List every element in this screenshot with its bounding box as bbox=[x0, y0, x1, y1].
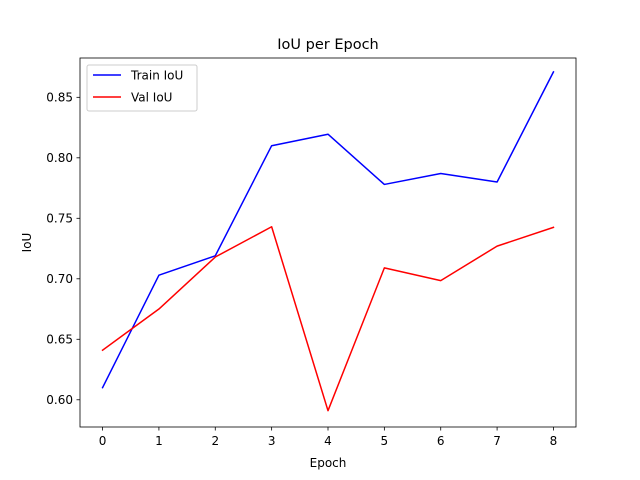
y-tick-label: 0.75 bbox=[46, 212, 73, 226]
x-tick-label: 4 bbox=[324, 434, 332, 448]
x-tick-label: 8 bbox=[550, 434, 558, 448]
x-tick-label: 3 bbox=[268, 434, 276, 448]
legend-label: Val IoU bbox=[131, 90, 172, 104]
y-axis-label: IoU bbox=[20, 233, 34, 253]
x-tick-label: 5 bbox=[381, 434, 389, 448]
plot-area bbox=[80, 58, 576, 427]
legend: Train IoU Val IoU bbox=[86, 64, 198, 112]
x-tick-label: 7 bbox=[493, 434, 501, 448]
x-axis-ticks: 0 1 2 3 4 5 6 7 8 bbox=[99, 427, 558, 448]
legend-box bbox=[86, 64, 198, 112]
chart-title: IoU per Epoch bbox=[277, 37, 378, 53]
y-tick-label: 0.60 bbox=[46, 393, 73, 407]
plot-frame bbox=[79, 57, 577, 428]
x-tick-label: 0 bbox=[99, 434, 107, 448]
y-tick-label: 0.65 bbox=[46, 333, 73, 347]
x-tick-label: 2 bbox=[211, 434, 219, 448]
x-tick-label: 1 bbox=[155, 434, 163, 448]
legend-label: Train IoU bbox=[130, 68, 183, 82]
y-axis-ticks: 0.60 0.65 0.70 0.75 0.80 0.85 bbox=[46, 91, 80, 407]
x-tick-label: 6 bbox=[437, 434, 445, 448]
x-axis-label: Epoch bbox=[310, 456, 347, 470]
y-tick-label: 0.80 bbox=[46, 151, 73, 165]
series-line-1 bbox=[101, 226, 555, 412]
y-tick-label: 0.85 bbox=[46, 91, 73, 105]
y-tick-label: 0.70 bbox=[46, 272, 73, 286]
series-layer bbox=[101, 70, 555, 412]
series-line-0 bbox=[101, 70, 555, 389]
